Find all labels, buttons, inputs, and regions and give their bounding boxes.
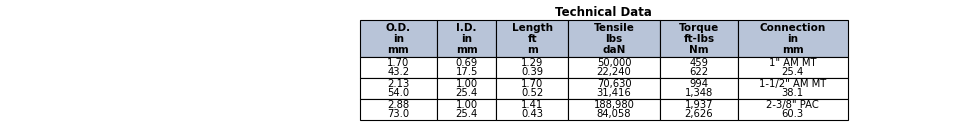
Bar	[360, 57, 437, 78]
Text: 31,416: 31,416	[597, 88, 632, 98]
Text: 25.4: 25.4	[456, 88, 478, 98]
Text: 38.1: 38.1	[781, 88, 804, 98]
Text: lbs: lbs	[606, 34, 623, 44]
Text: 1.70: 1.70	[387, 58, 409, 68]
Bar	[660, 99, 737, 120]
Bar	[496, 57, 568, 78]
Text: in: in	[461, 34, 472, 44]
Text: I.D.: I.D.	[456, 23, 477, 33]
Bar	[660, 78, 737, 99]
Text: 459: 459	[689, 58, 708, 68]
Bar	[568, 20, 660, 57]
Text: 0.52: 0.52	[521, 88, 543, 98]
Bar	[360, 99, 437, 120]
Text: 1.00: 1.00	[456, 100, 478, 110]
Text: 2.88: 2.88	[387, 100, 409, 110]
Text: mm: mm	[456, 45, 477, 55]
Text: 994: 994	[689, 79, 708, 89]
Text: O.D.: O.D.	[386, 23, 411, 33]
Text: 1" AM MT: 1" AM MT	[769, 58, 816, 68]
Text: 25.4: 25.4	[781, 67, 804, 77]
Text: 188,980: 188,980	[593, 100, 635, 110]
Bar	[737, 57, 848, 78]
Bar	[660, 20, 737, 57]
Text: ft: ft	[527, 34, 537, 44]
Text: 50,000: 50,000	[597, 58, 632, 68]
Text: 54.0: 54.0	[387, 88, 409, 98]
Bar	[360, 20, 437, 57]
Text: 2,626: 2,626	[684, 109, 713, 119]
Bar	[496, 99, 568, 120]
Bar	[437, 20, 496, 57]
Text: 1.70: 1.70	[521, 79, 543, 89]
Text: 70,630: 70,630	[597, 79, 632, 89]
Text: 1-1/2" AM MT: 1-1/2" AM MT	[759, 79, 827, 89]
Text: 25.4: 25.4	[456, 109, 478, 119]
Text: Length: Length	[512, 23, 553, 33]
Text: Connection: Connection	[759, 23, 826, 33]
Text: Technical Data: Technical Data	[555, 6, 652, 19]
Text: daN: daN	[602, 45, 626, 55]
Bar	[737, 78, 848, 99]
Text: 43.2: 43.2	[387, 67, 409, 77]
Bar	[737, 99, 848, 120]
Text: 0.39: 0.39	[521, 67, 543, 77]
Text: mm: mm	[388, 45, 409, 55]
Bar	[437, 57, 496, 78]
Text: 84,058: 84,058	[597, 109, 632, 119]
Text: 2.13: 2.13	[387, 79, 409, 89]
Bar	[568, 78, 660, 99]
Text: in: in	[393, 34, 404, 44]
Text: 1.00: 1.00	[456, 79, 478, 89]
Bar	[496, 78, 568, 99]
Text: 622: 622	[689, 67, 708, 77]
Text: 1.29: 1.29	[521, 58, 543, 68]
Bar	[437, 99, 496, 120]
Text: ft-lbs: ft-lbs	[684, 34, 714, 44]
Text: 0.43: 0.43	[521, 109, 543, 119]
Text: 1,937: 1,937	[684, 100, 713, 110]
Text: m: m	[527, 45, 538, 55]
Bar	[568, 99, 660, 120]
Text: 60.3: 60.3	[781, 109, 804, 119]
Text: Torque: Torque	[679, 23, 719, 33]
Text: Nm: Nm	[689, 45, 708, 55]
Text: 1,348: 1,348	[684, 88, 713, 98]
Bar	[496, 20, 568, 57]
Bar	[437, 78, 496, 99]
Text: 73.0: 73.0	[387, 109, 409, 119]
Text: in: in	[787, 34, 798, 44]
Text: Tensile: Tensile	[593, 23, 635, 33]
Bar	[737, 20, 848, 57]
Bar	[568, 57, 660, 78]
Text: 17.5: 17.5	[455, 67, 478, 77]
Text: 1.41: 1.41	[521, 100, 543, 110]
Text: 0.69: 0.69	[456, 58, 478, 68]
Text: mm: mm	[781, 45, 804, 55]
Text: 22,240: 22,240	[597, 67, 632, 77]
Bar	[360, 78, 437, 99]
Bar	[660, 57, 737, 78]
Text: 2-3/8" PAC: 2-3/8" PAC	[766, 100, 819, 110]
